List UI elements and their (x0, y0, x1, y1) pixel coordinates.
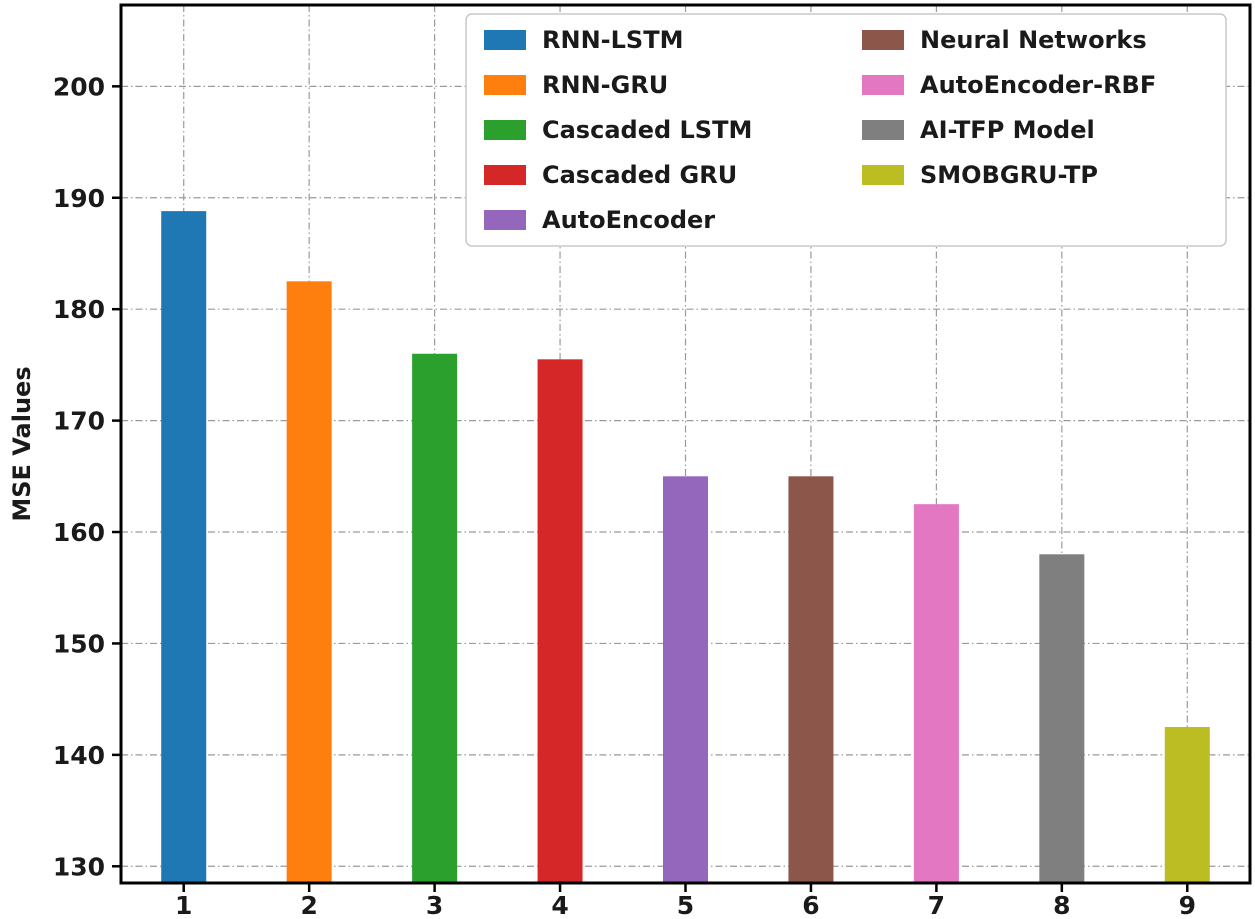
legend-label: SMOBGRU-TP (920, 161, 1098, 189)
legend-item-neural-networks: Neural Networks (862, 26, 1147, 54)
legend-swatch-cascaded-lstm (484, 120, 526, 140)
legend-item-autoencoder-rbf: AutoEncoder-RBF (862, 71, 1156, 99)
bar-autoencoder-rbf (913, 504, 959, 883)
y-tick-label: 190 (53, 184, 105, 213)
legend-label: Neural Networks (920, 26, 1147, 54)
x-tick-label: 1 (175, 891, 192, 919)
x-tick-label: 9 (1179, 891, 1196, 919)
legend-item-cascaded-lstm: Cascaded LSTM (484, 116, 752, 144)
legend-item-rnn-lstm: RNN-LSTM (484, 26, 683, 54)
legend-item-cascaded-gru: Cascaded GRU (484, 161, 737, 189)
y-tick-label: 160 (53, 518, 105, 547)
legend-label: AutoEncoder-RBF (920, 71, 1156, 99)
y-tick-label: 150 (53, 629, 105, 658)
bar-smobgru-tp (1164, 727, 1210, 883)
x-tick-label: 3 (426, 891, 443, 919)
bar-cascaded-gru (537, 359, 583, 883)
legend-swatch-ai-tfp-model (862, 120, 904, 140)
bar-rnn-gru (286, 281, 332, 884)
x-tick-label: 2 (300, 891, 317, 919)
y-axis: 130 140 150 160 170 180 190 200 (53, 72, 121, 881)
x-tick-label: 6 (802, 891, 819, 919)
legend: RNN-LSTM RNN-GRU Cascaded LSTM Cascaded GRU… (465, 13, 1227, 247)
y-tick-label: 200 (53, 72, 105, 101)
legend-swatch-neural-networks (862, 30, 904, 50)
x-tick-label: 4 (551, 891, 568, 919)
legend-item-rnn-gru: RNN-GRU (484, 71, 668, 99)
x-axis: 1 2 3 4 5 6 7 8 9 (175, 883, 1196, 919)
bar-ai-tfp-model (1039, 554, 1085, 883)
legend-label: RNN-GRU (542, 71, 668, 99)
legend-label: RNN-LSTM (542, 26, 683, 54)
x-tick-label: 5 (677, 891, 694, 919)
legend-item-autoencoder: AutoEncoder (484, 206, 715, 234)
legend-label: Cascaded LSTM (542, 116, 752, 144)
y-tick-label: 140 (53, 741, 105, 770)
legend-swatch-cascaded-gru (484, 165, 526, 185)
bar-autoencoder (663, 476, 708, 883)
legend-swatch-smobgru-tp (862, 165, 904, 185)
legend-swatch-rnn-lstm (484, 30, 526, 50)
legend-item-ai-tfp-model: AI-TFP Model (862, 116, 1095, 144)
legend-label: AutoEncoder (542, 206, 715, 234)
legend-swatch-autoencoder (484, 210, 526, 230)
y-axis-label: MSE Values (8, 366, 36, 521)
legend-box (465, 13, 1227, 247)
y-tick-label: 180 (53, 295, 105, 324)
y-tick-label: 170 (53, 407, 105, 436)
legend-item-smobgru-tp: SMOBGRU-TP (862, 161, 1098, 189)
bar-rnn-lstm (161, 211, 207, 883)
bars (161, 211, 1210, 884)
legend-swatch-autoencoder-rbf (862, 75, 904, 95)
y-tick-label: 130 (53, 852, 105, 881)
bar-cascaded-lstm (412, 353, 458, 883)
legend-swatch-rnn-gru (484, 75, 526, 95)
x-tick-label: 8 (1053, 891, 1070, 919)
bar-neural-networks (788, 476, 834, 883)
x-tick-label: 7 (928, 891, 945, 919)
legend-label: AI-TFP Model (920, 116, 1095, 144)
legend-label: Cascaded GRU (542, 161, 737, 189)
